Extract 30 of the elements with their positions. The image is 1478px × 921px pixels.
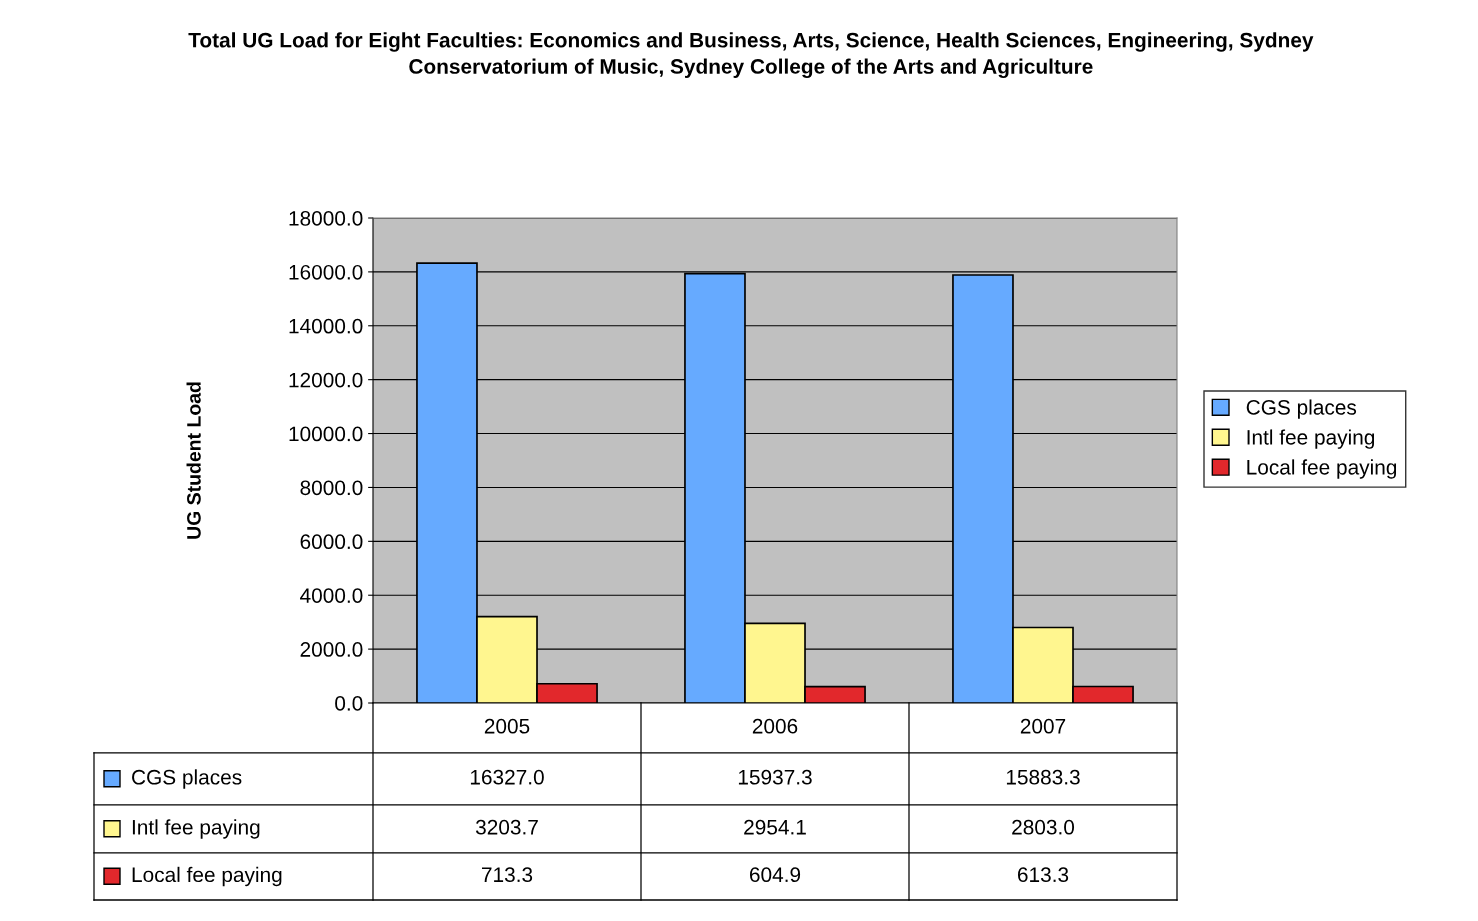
- y-tick-label: 12000.0: [289, 372, 363, 388]
- data-label: 15883.3: [1006, 769, 1080, 785]
- x-tick-label: 2007: [1020, 718, 1066, 734]
- chart-title: Total UG Load for Eight Faculties: Economics and Business, Arts, Science, Health Sciences, Engineering, Sydney Conservatorium of Music, Sydney College of the Arts and Agriculture: [188, 32, 1314, 79]
- legend-label: Local fee paying: [1247, 459, 1397, 479]
- y-tick-label: 10000.0: [289, 426, 363, 442]
- data-label: 604.9: [749, 867, 801, 883]
- x-tick-label: 2005: [484, 718, 530, 734]
- y-tick-label: 4000.0: [300, 588, 363, 603]
- data-label: 16327.0: [470, 769, 544, 785]
- y-axis-title: UG Student Load: [186, 382, 201, 539]
- y-tick-label: 8000.0: [300, 480, 363, 496]
- text: CGS places: [1246, 399, 1357, 419]
- data-label: 713.3: [482, 867, 533, 883]
- text: Intl fee paying: [132, 819, 260, 839]
- y-tick-label: 18000.0: [289, 211, 363, 226]
- data-label: 2803.0: [1012, 819, 1075, 835]
- y-tick-label: 16000.0: [289, 264, 363, 280]
- legend-label: Intl fee paying: [1247, 429, 1375, 449]
- legend-label: CGS places: [132, 769, 242, 789]
- y-tick-label: 0.0: [335, 696, 363, 711]
- data-label: 613.3: [1017, 867, 1069, 883]
- data-label: 15937.3: [738, 769, 812, 785]
- data-label: 3203.7: [475, 819, 538, 835]
- text: Local fee paying: [132, 866, 282, 887]
- data-label: 2954.1: [744, 819, 806, 835]
- y-tick-label: 14000.0: [289, 318, 363, 334]
- y-tick-label: 2000.0: [300, 642, 363, 657]
- y-tick-label: 6000.0: [300, 534, 363, 550]
- x-tick-label: 2006: [752, 718, 798, 734]
